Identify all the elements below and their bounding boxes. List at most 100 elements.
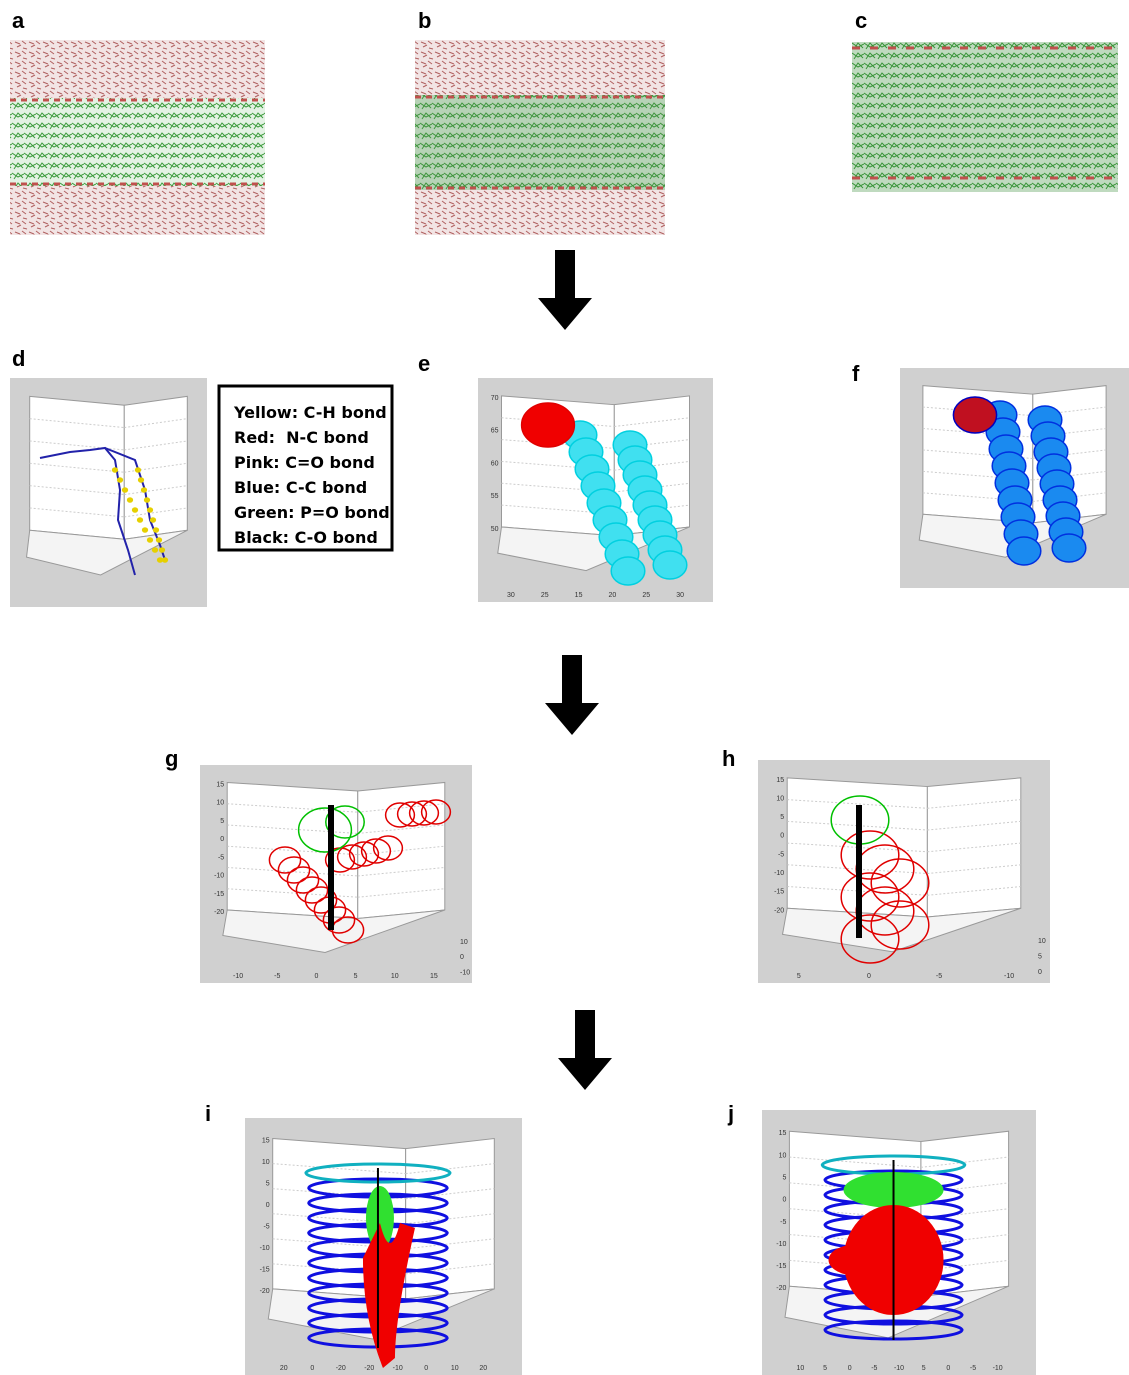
z-tick-label: 15 <box>776 777 784 784</box>
atom <box>157 538 162 542</box>
atom <box>138 518 143 522</box>
z-tick-label: 0 <box>780 833 784 840</box>
side-wall <box>927 778 1020 917</box>
plot-d <box>10 378 207 607</box>
z-tick-label: -15 <box>214 891 224 898</box>
base-tick-label: -10 <box>1004 973 1014 980</box>
atom <box>136 468 141 472</box>
base-tick-label: 10 <box>391 973 399 980</box>
atom <box>158 558 163 562</box>
atom <box>154 528 159 532</box>
base-tick-label: 5 <box>797 973 801 980</box>
atom <box>139 478 144 482</box>
base-tick-label: 30 <box>507 592 515 599</box>
atom <box>148 538 153 542</box>
z-tick-label: 5 <box>220 818 224 825</box>
atom <box>160 548 165 552</box>
z-tick-label: -15 <box>774 889 784 896</box>
atom <box>653 551 687 579</box>
atom <box>118 478 123 482</box>
base-tick-label: 25 <box>642 592 650 599</box>
base-tick-label: 0 <box>424 1365 428 1372</box>
legend-entry: Blue: C-C bond <box>234 478 367 497</box>
atom <box>953 397 996 433</box>
side-tick-label: 10 <box>1038 938 1046 945</box>
base-tick-label: -5 <box>871 1365 877 1372</box>
legend-entry: Yellow: C-H bond <box>233 403 387 422</box>
plot-f <box>900 368 1129 588</box>
side-wall <box>124 396 187 539</box>
base-tick-label: 20 <box>479 1365 487 1372</box>
base-tick-label: 15 <box>430 973 438 980</box>
atom <box>145 498 150 502</box>
z-tick-label: 5 <box>780 814 784 821</box>
atom <box>142 488 147 492</box>
atom <box>113 468 118 472</box>
panel-label: a <box>12 8 25 33</box>
base-tick-label: 0 <box>946 1365 950 1372</box>
arrows <box>538 250 612 1090</box>
panel-label: g <box>165 746 178 771</box>
z-tick-label: -10 <box>776 1241 786 1248</box>
z-tick-label: -5 <box>778 851 784 858</box>
panel-label: h <box>722 746 735 771</box>
z-tick-label: -10 <box>260 1245 270 1252</box>
legend-entry: Green: P=O bond <box>234 503 390 522</box>
base-tick-label: -10 <box>894 1365 904 1372</box>
z-tick-label: 65 <box>491 428 499 435</box>
panel-label: b <box>418 8 431 33</box>
blob <box>829 1244 889 1276</box>
atom <box>1007 537 1041 565</box>
base-tick-label: -20 <box>336 1365 346 1372</box>
atom <box>611 557 645 585</box>
z-tick-label: 55 <box>491 493 499 500</box>
side-tick-label: 0 <box>460 954 464 961</box>
z-tick-label: 0 <box>782 1197 786 1204</box>
figure: 7065605550302515202530151050-5-10-15-20-… <box>0 0 1129 1375</box>
z-tick-label: -20 <box>214 909 224 916</box>
atom <box>133 508 138 512</box>
z-tick-label: 15 <box>216 781 224 788</box>
side-tick-label: -10 <box>460 969 470 976</box>
z-tick-label: -20 <box>774 907 784 914</box>
base-tick-label: 15 <box>575 592 583 599</box>
atom <box>163 558 168 562</box>
axis-bar <box>856 805 862 938</box>
snapshot-a <box>10 40 265 235</box>
base-tick-label: 25 <box>541 592 549 599</box>
back-wall <box>30 396 125 539</box>
z-tick-label: 5 <box>782 1174 786 1181</box>
base-tick-label: -20 <box>364 1365 374 1372</box>
atom <box>151 518 156 522</box>
legend-entry: Red: N-C bond <box>234 428 369 447</box>
base-tick-label: 20 <box>609 592 617 599</box>
panel-label: j <box>727 1101 734 1126</box>
atom <box>148 508 153 512</box>
z-tick-label: 0 <box>220 836 224 843</box>
z-tick-label: -10 <box>214 873 224 880</box>
z-tick-label: 10 <box>779 1152 787 1159</box>
axis-bar <box>328 805 334 930</box>
base-tick-label: -10 <box>393 1365 403 1372</box>
atom <box>1052 534 1086 562</box>
z-tick-label: 15 <box>262 1138 270 1145</box>
panel-label: d <box>12 346 25 371</box>
base-tick-label: 20 <box>280 1365 288 1372</box>
z-tick-label: -5 <box>218 854 224 861</box>
base-tick-label: 5 <box>354 973 358 980</box>
z-tick-label: -20 <box>776 1285 786 1292</box>
snapshot-c <box>852 42 1118 192</box>
panel-label: f <box>852 361 860 386</box>
atom <box>128 498 133 502</box>
atom <box>153 548 158 552</box>
base-tick-label: 5 <box>823 1365 827 1372</box>
base-tick-label: -5 <box>274 973 280 980</box>
z-tick-label: 10 <box>216 800 224 807</box>
legend-entry: Pink: C=O bond <box>234 453 375 472</box>
z-tick-label: -20 <box>260 1288 270 1295</box>
z-tick-label: 70 <box>491 395 499 402</box>
base-tick-label: 10 <box>451 1365 459 1372</box>
base-tick-label: -10 <box>993 1365 1003 1372</box>
